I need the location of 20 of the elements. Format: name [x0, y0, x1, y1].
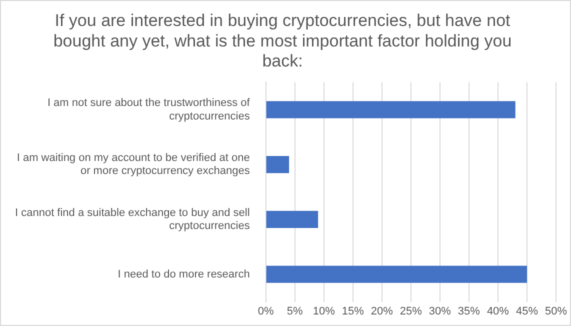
y-tick-label: I am not sure about the trustworthiness of cryptocurrencies — [47, 97, 251, 122]
x-tick-label: 40% — [486, 305, 510, 318]
bar — [266, 101, 516, 118]
bar — [266, 156, 290, 174]
x-tick-label: 35% — [458, 305, 480, 318]
bar — [266, 210, 318, 228]
x-tick-label: 0% — [258, 305, 274, 318]
bar — [266, 266, 527, 283]
x-tick-label: 15% — [342, 305, 364, 318]
x-tick-label: 50% — [544, 305, 568, 318]
y-tick-label: I cannot find a suitable exchange to buy and sell cryptocurrencies — [14, 206, 250, 232]
y-tick-label: I need to do more research — [118, 268, 250, 280]
x-tick-label: 10% — [312, 305, 336, 318]
x-tick-label: 20% — [370, 305, 394, 318]
x-tick-label: 25% — [400, 305, 422, 318]
chart-title: If you are interested in buying cryptocurrencies, but have not bought any yet, what is the most important factor holding you back: — [53, 10, 512, 71]
y-tick-label: I am waiting on my account to be verified at one or more cryptocurrency exchanges — [16, 152, 250, 178]
x-tick-label: 45% — [516, 305, 538, 318]
x-tick-label: 30% — [428, 305, 452, 318]
x-tick-label: 5% — [286, 305, 304, 318]
